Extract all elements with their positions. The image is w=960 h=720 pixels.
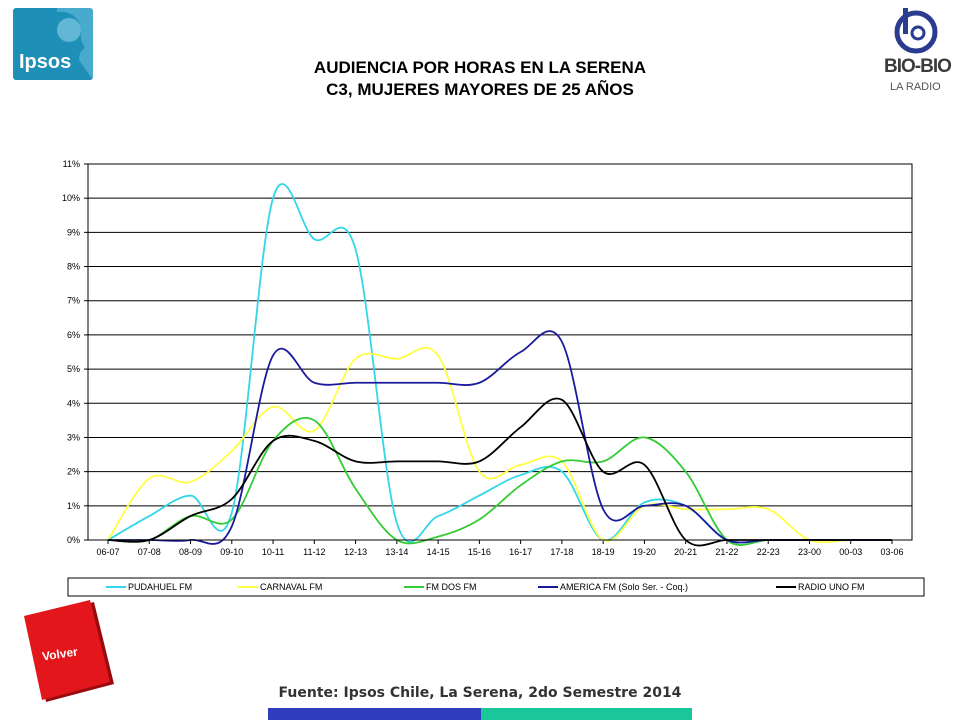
biobio-logo: BIO-BIO LA RADIO xyxy=(880,6,958,102)
source-note: Fuente: Ipsos Chile, La Serena, 2do Seme… xyxy=(278,685,682,701)
volver-button[interactable]: Volver xyxy=(24,600,116,704)
x-tick-label: 10-11 xyxy=(262,547,284,557)
chart-title-line-2: C3, MUJERES MAYORES DE 25 AÑOS xyxy=(326,80,634,99)
x-tick-label: 14-15 xyxy=(427,547,450,557)
footer-bar-blue xyxy=(268,708,481,720)
x-tick-label: 23-00 xyxy=(798,547,821,557)
x-tick-label: 15-16 xyxy=(468,547,491,557)
legend-label-3: FM DOS FM xyxy=(426,582,477,592)
chart-title-line-1: AUDIENCIA POR HORAS EN LA SERENA xyxy=(313,58,647,77)
series-line-1 xyxy=(107,183,892,544)
plot-area-frame xyxy=(87,163,913,541)
y-tick-label: 2% xyxy=(67,467,80,477)
series-line-2 xyxy=(107,347,892,544)
y-tick-label: 9% xyxy=(67,227,80,237)
y-tick-label: 5% xyxy=(67,364,80,374)
x-tick-label: 17-18 xyxy=(550,547,573,557)
x-tick-label: 00-03 xyxy=(839,547,862,557)
y-tick-label: 4% xyxy=(67,398,80,408)
x-tick-label: 13-14 xyxy=(385,547,408,557)
x-axis-tick-labels: 06-07 07-08 08-09 09-10 10-11 11-12 12-13 13-14… xyxy=(96,547,903,557)
x-tick-label: 20-21 xyxy=(674,547,697,557)
chart-legend: PUDAHUEL FM CARNAVAL FM FM DOS FM AMERICA F… xyxy=(67,577,925,597)
legend-label-1: PUDAHUEL FM xyxy=(128,582,192,592)
series-line-3 xyxy=(107,416,892,546)
chart-grid xyxy=(84,163,912,544)
x-tick-label: 22-23 xyxy=(757,547,780,557)
biobio-symbol-icon xyxy=(894,8,938,54)
ipsos-wordmark: Ipsos xyxy=(19,51,72,73)
x-tick-label: 09-10 xyxy=(220,547,243,557)
y-tick-label: 0% xyxy=(67,535,80,545)
y-tick-label: 7% xyxy=(67,296,80,306)
x-tick-label: 07-08 xyxy=(138,547,161,557)
x-tick-label: 08-09 xyxy=(179,547,202,557)
y-tick-label: 10% xyxy=(62,193,80,203)
chart-series xyxy=(107,183,892,547)
x-tick-label: 19-20 xyxy=(633,547,656,557)
y-tick-label: 3% xyxy=(67,432,80,442)
ipsos-logo: Ipsos xyxy=(13,8,93,80)
series-line-4 xyxy=(108,330,892,545)
x-tick-label: 11-12 xyxy=(303,547,325,557)
legend-label-5: RADIO UNO FM xyxy=(798,582,865,592)
legend-label-2: CARNAVAL FM xyxy=(260,582,322,592)
x-tick-label: 16-17 xyxy=(509,547,532,557)
y-tick-label: 8% xyxy=(67,262,80,272)
x-tick-label: 06-07 xyxy=(96,547,119,557)
footer-bar-teal xyxy=(481,708,692,720)
volver-card-shape xyxy=(24,600,114,702)
x-tick-label: 03-06 xyxy=(880,547,903,557)
y-tick-label: 11% xyxy=(63,159,80,169)
y-axis-tick-labels: 0% 1% 2% 3% 4% 5% 6% 7% 8% 9% 10% 11% xyxy=(62,159,80,545)
x-tick-label: 21-22 xyxy=(715,547,738,557)
biobio-subtitle: LA RADIO xyxy=(890,81,941,93)
x-tick-label: 12-13 xyxy=(344,547,367,557)
biobio-wordmark: BIO-BIO xyxy=(884,56,952,77)
ipsos-head-icon xyxy=(57,8,93,80)
chart-title: AUDIENCIA POR HORAS EN LA SERENA C3, MUJ… xyxy=(200,57,760,101)
legend-label-4: AMERICA FM (Solo Ser. - Coq.) xyxy=(560,582,688,592)
legend-box xyxy=(67,577,925,597)
y-tick-label: 1% xyxy=(67,501,80,511)
y-tick-label: 6% xyxy=(67,330,80,340)
x-tick-label: 18-19 xyxy=(592,547,615,557)
